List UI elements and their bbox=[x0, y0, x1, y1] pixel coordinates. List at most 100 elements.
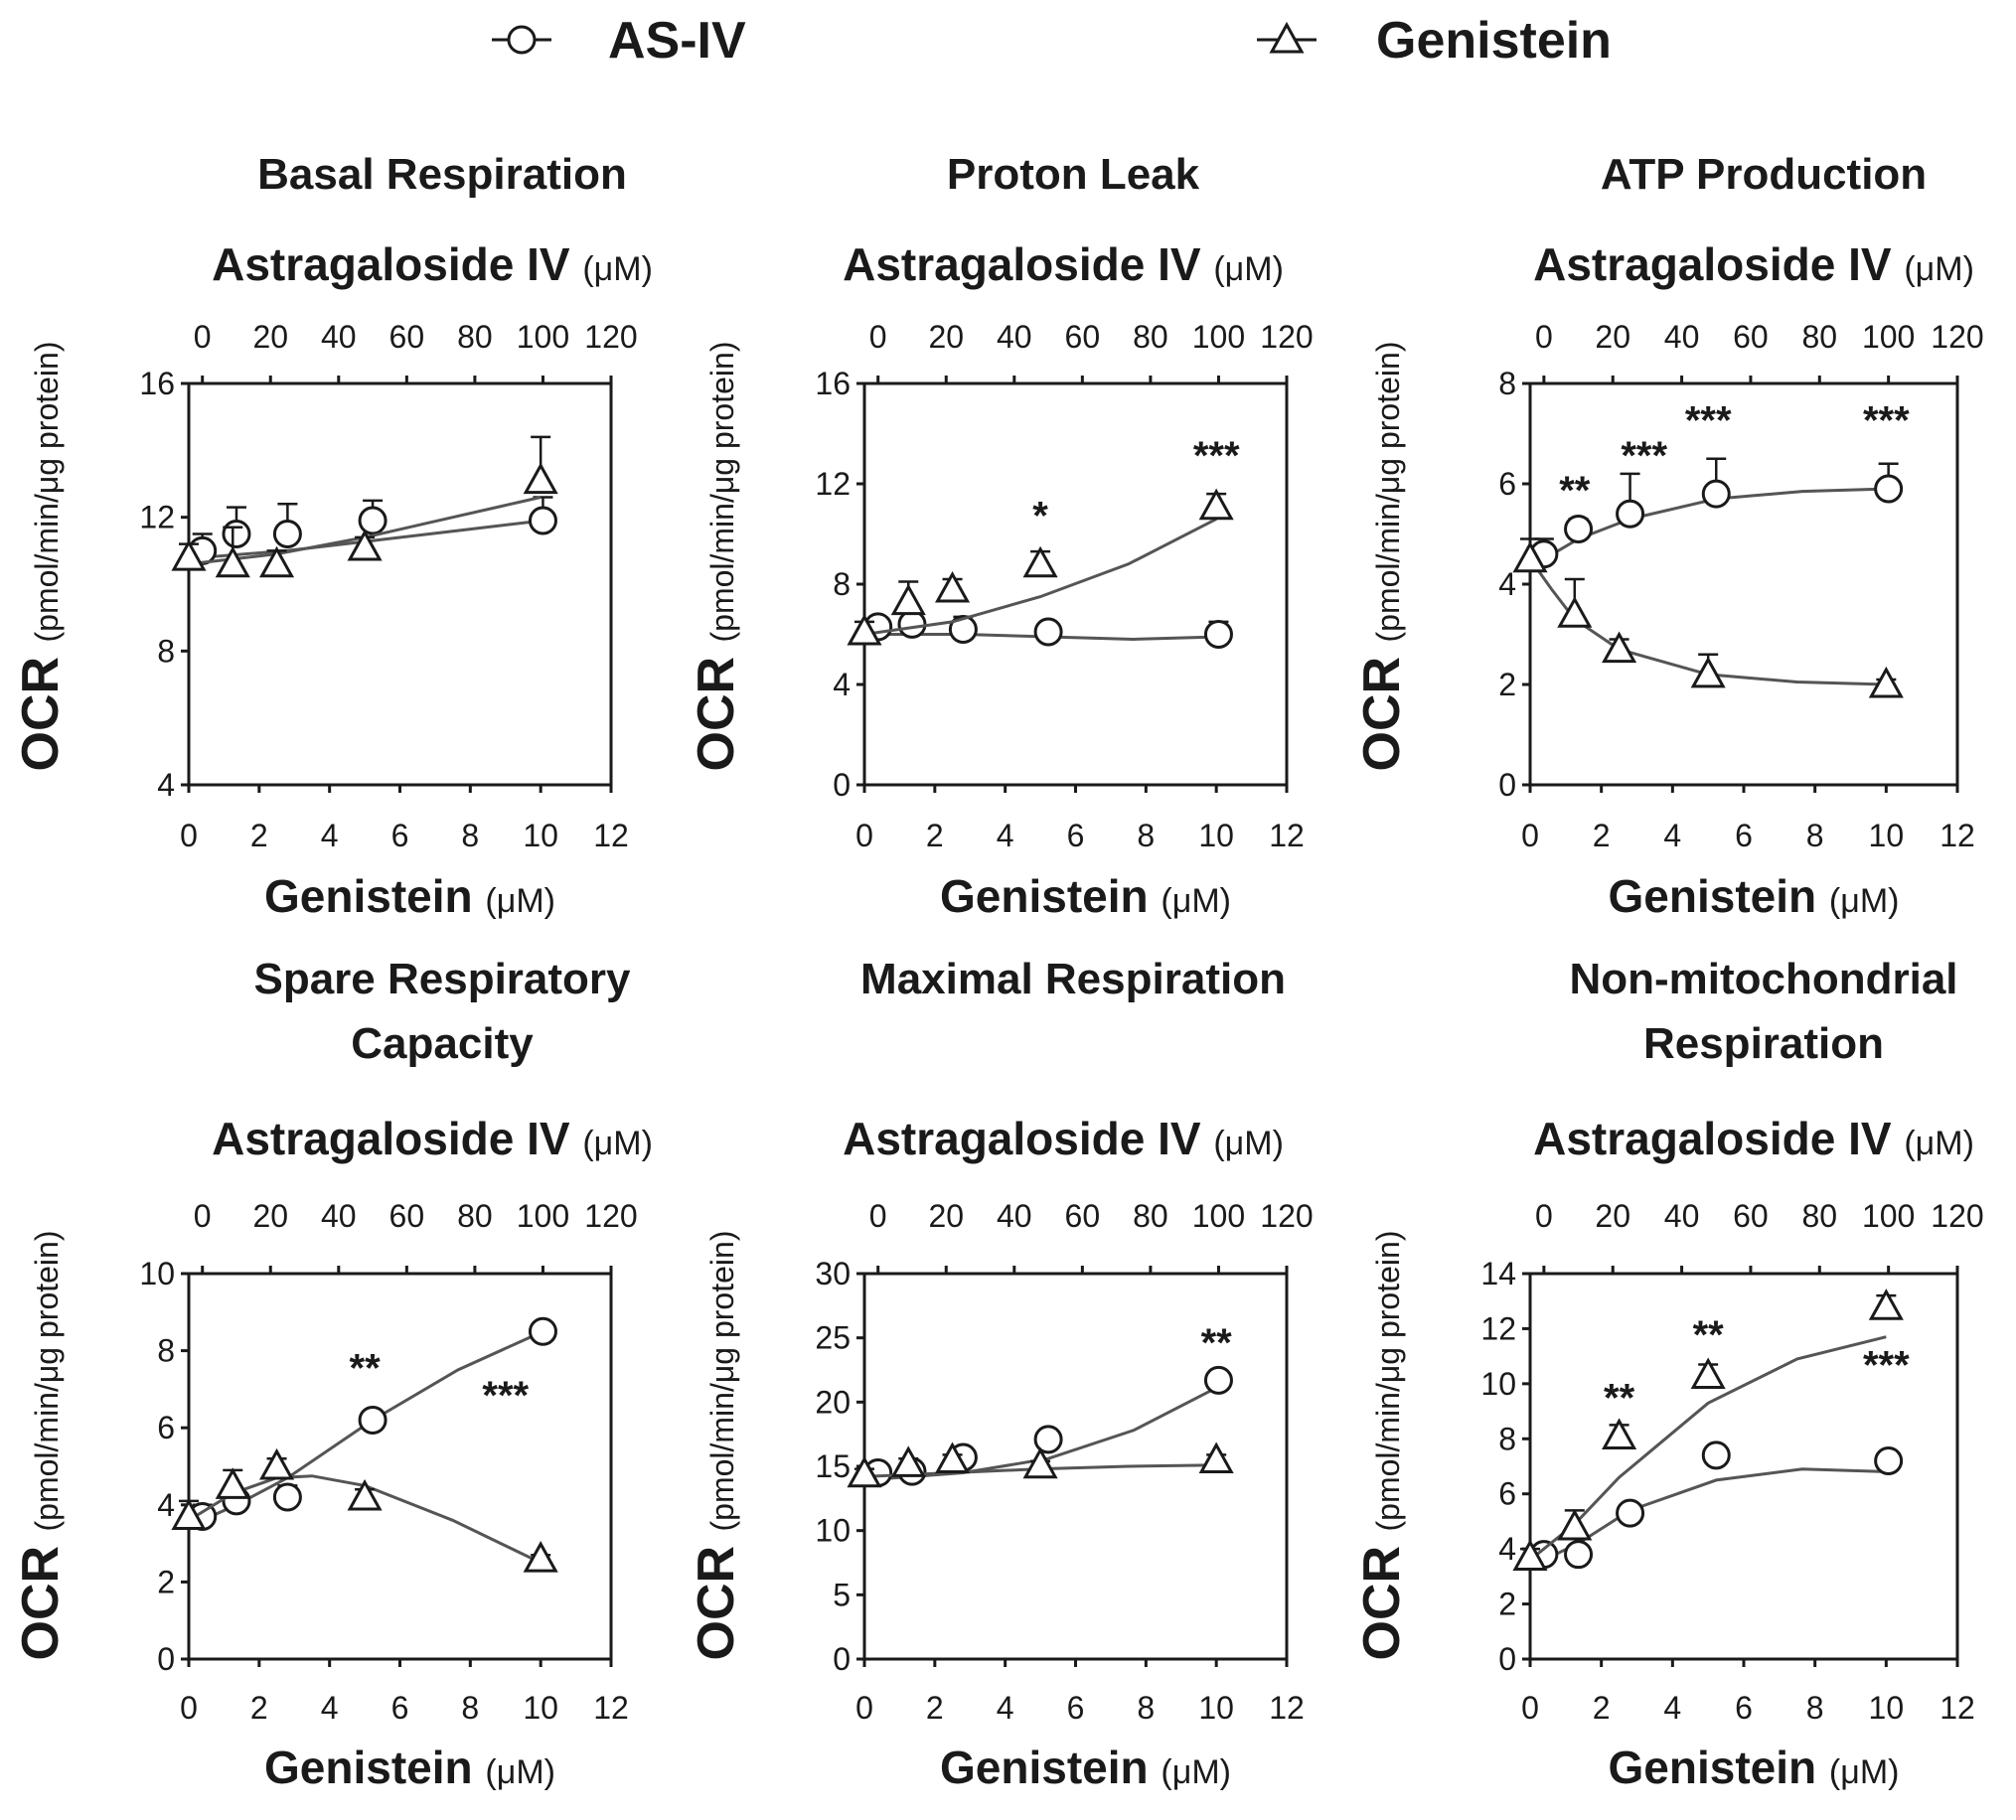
top-tick-label: 20 bbox=[252, 1198, 288, 1234]
panel-title: Basal Respiration bbox=[257, 150, 627, 199]
x-tick-label: 0 bbox=[180, 1690, 198, 1726]
data-point bbox=[1874, 1445, 1904, 1475]
panel-title: ATP Production bbox=[1601, 150, 1927, 199]
data-point bbox=[847, 613, 882, 646]
x-tick-label: 10 bbox=[1869, 818, 1905, 853]
data-point bbox=[1874, 474, 1904, 504]
x-tick-label: 2 bbox=[1593, 1690, 1611, 1726]
y-tick-label: 0 bbox=[1498, 767, 1516, 803]
y-tick-label: 4 bbox=[157, 1487, 175, 1523]
data-point bbox=[948, 614, 978, 644]
y-tick-label: 5 bbox=[833, 1577, 851, 1612]
y-tick-label: 2 bbox=[157, 1564, 175, 1599]
data-point bbox=[890, 583, 926, 616]
x-tick-label: 12 bbox=[1939, 1690, 1975, 1726]
x-tick-label: 10 bbox=[523, 818, 558, 853]
top-tick-label: 40 bbox=[321, 319, 357, 355]
data-point bbox=[1564, 1540, 1594, 1570]
x-tick-label: 0 bbox=[1521, 818, 1539, 853]
x-tick-label: 2 bbox=[926, 1690, 944, 1726]
legend-marker-circle bbox=[507, 25, 537, 55]
y-tick-label: 25 bbox=[815, 1320, 851, 1356]
data-point bbox=[1701, 479, 1731, 509]
y-tick-label: 8 bbox=[833, 566, 851, 602]
series-as-iv bbox=[863, 609, 1233, 649]
y-tick-label: 8 bbox=[1498, 1421, 1516, 1456]
data-point bbox=[1203, 620, 1233, 649]
y-tick-label: 4 bbox=[157, 767, 175, 803]
y-tick-label: 4 bbox=[1498, 1531, 1516, 1567]
significance-mark: ** bbox=[350, 1347, 382, 1391]
top-tick-label: 0 bbox=[194, 1198, 212, 1234]
significance-mark: *** bbox=[1863, 1343, 1910, 1387]
data-point bbox=[1033, 617, 1063, 647]
data-point bbox=[528, 1316, 557, 1346]
top-tick-label: 120 bbox=[1260, 1198, 1313, 1234]
data-point bbox=[1868, 666, 1904, 698]
y-tick-label: 6 bbox=[157, 1410, 175, 1445]
x-tick-label: 0 bbox=[1521, 1690, 1539, 1726]
x-tick-label: 8 bbox=[461, 818, 479, 853]
top-tick-label: 60 bbox=[1733, 1198, 1769, 1234]
panel-title: Respiration bbox=[1643, 1019, 1884, 1068]
data-point bbox=[1203, 1365, 1233, 1395]
data-point bbox=[528, 506, 557, 535]
series-as-iv bbox=[188, 1316, 557, 1531]
data-point bbox=[1602, 631, 1637, 664]
panel-basal-respiration: Basal Respiration Astragaloside IV (μM) Ge… bbox=[12, 150, 653, 922]
legend-label: Genistein bbox=[1376, 12, 1612, 70]
y-tick-label: 0 bbox=[1498, 1641, 1516, 1677]
y-tick-label: 10 bbox=[815, 1513, 851, 1549]
y-tick-label: 14 bbox=[1480, 1256, 1516, 1291]
top-tick-label: 80 bbox=[457, 1198, 493, 1234]
top-tick-label: 80 bbox=[1801, 319, 1837, 355]
y-tick-label: 10 bbox=[1480, 1366, 1516, 1402]
y-tick-label: 0 bbox=[157, 1641, 175, 1677]
data-point bbox=[1512, 1539, 1548, 1571]
y-tick-label: 6 bbox=[1498, 466, 1516, 502]
top-axis-title: Astragaloside IV (μM) bbox=[212, 238, 653, 290]
data-point bbox=[934, 570, 971, 603]
top-tick-label: 120 bbox=[1931, 1198, 1983, 1234]
series-genistein bbox=[1512, 537, 1904, 698]
legend-marker-triangle bbox=[1269, 21, 1305, 54]
top-tick-label: 100 bbox=[1192, 319, 1245, 355]
fit-curve bbox=[863, 518, 1217, 636]
x-tick-label: 2 bbox=[250, 818, 268, 853]
y-tick-label: 6 bbox=[1498, 1476, 1516, 1512]
data-point bbox=[934, 1441, 971, 1474]
significance-mark: *** bbox=[1685, 399, 1732, 443]
x-axis-title: Genistein (μM) bbox=[264, 870, 555, 922]
y-axis-title: OCR (pmol/min/μg protein) bbox=[1353, 1231, 1411, 1661]
x-tick-label: 2 bbox=[250, 1690, 268, 1726]
panel-title: Maximal Respiration bbox=[860, 955, 1286, 1003]
x-tick-label: 10 bbox=[1198, 1690, 1234, 1726]
x-axis-title: Genistein (μM) bbox=[1609, 1742, 1900, 1793]
data-point bbox=[1602, 1418, 1637, 1450]
x-axis-title: Genistein (μM) bbox=[940, 870, 1231, 922]
top-tick-label: 40 bbox=[321, 1198, 357, 1234]
top-tick-label: 0 bbox=[869, 1198, 887, 1234]
data-point bbox=[358, 1405, 388, 1435]
data-point bbox=[1198, 1441, 1234, 1474]
x-tick-label: 0 bbox=[855, 818, 873, 853]
top-tick-label: 20 bbox=[928, 1198, 964, 1234]
data-point bbox=[1690, 1357, 1726, 1390]
x-tick-label: 12 bbox=[593, 1690, 629, 1726]
x-tick-label: 4 bbox=[321, 1690, 339, 1726]
top-tick-label: 80 bbox=[1801, 1198, 1837, 1234]
data-point bbox=[1557, 596, 1593, 628]
top-axis-title: Astragaloside IV (μM) bbox=[1533, 238, 1974, 290]
x-tick-label: 8 bbox=[1137, 1690, 1155, 1726]
y-tick-label: 12 bbox=[815, 466, 851, 502]
top-tick-label: 40 bbox=[1664, 319, 1700, 355]
data-point bbox=[1198, 488, 1234, 521]
top-tick-label: 60 bbox=[1733, 319, 1769, 355]
y-tick-label: 0 bbox=[833, 767, 851, 803]
x-tick-label: 2 bbox=[926, 818, 944, 853]
data-point bbox=[1564, 514, 1594, 543]
x-tick-label: 6 bbox=[391, 1690, 409, 1726]
panel-title: Spare Respiratory bbox=[253, 955, 631, 1003]
top-tick-label: 80 bbox=[1133, 319, 1168, 355]
x-tick-label: 8 bbox=[461, 1690, 479, 1726]
